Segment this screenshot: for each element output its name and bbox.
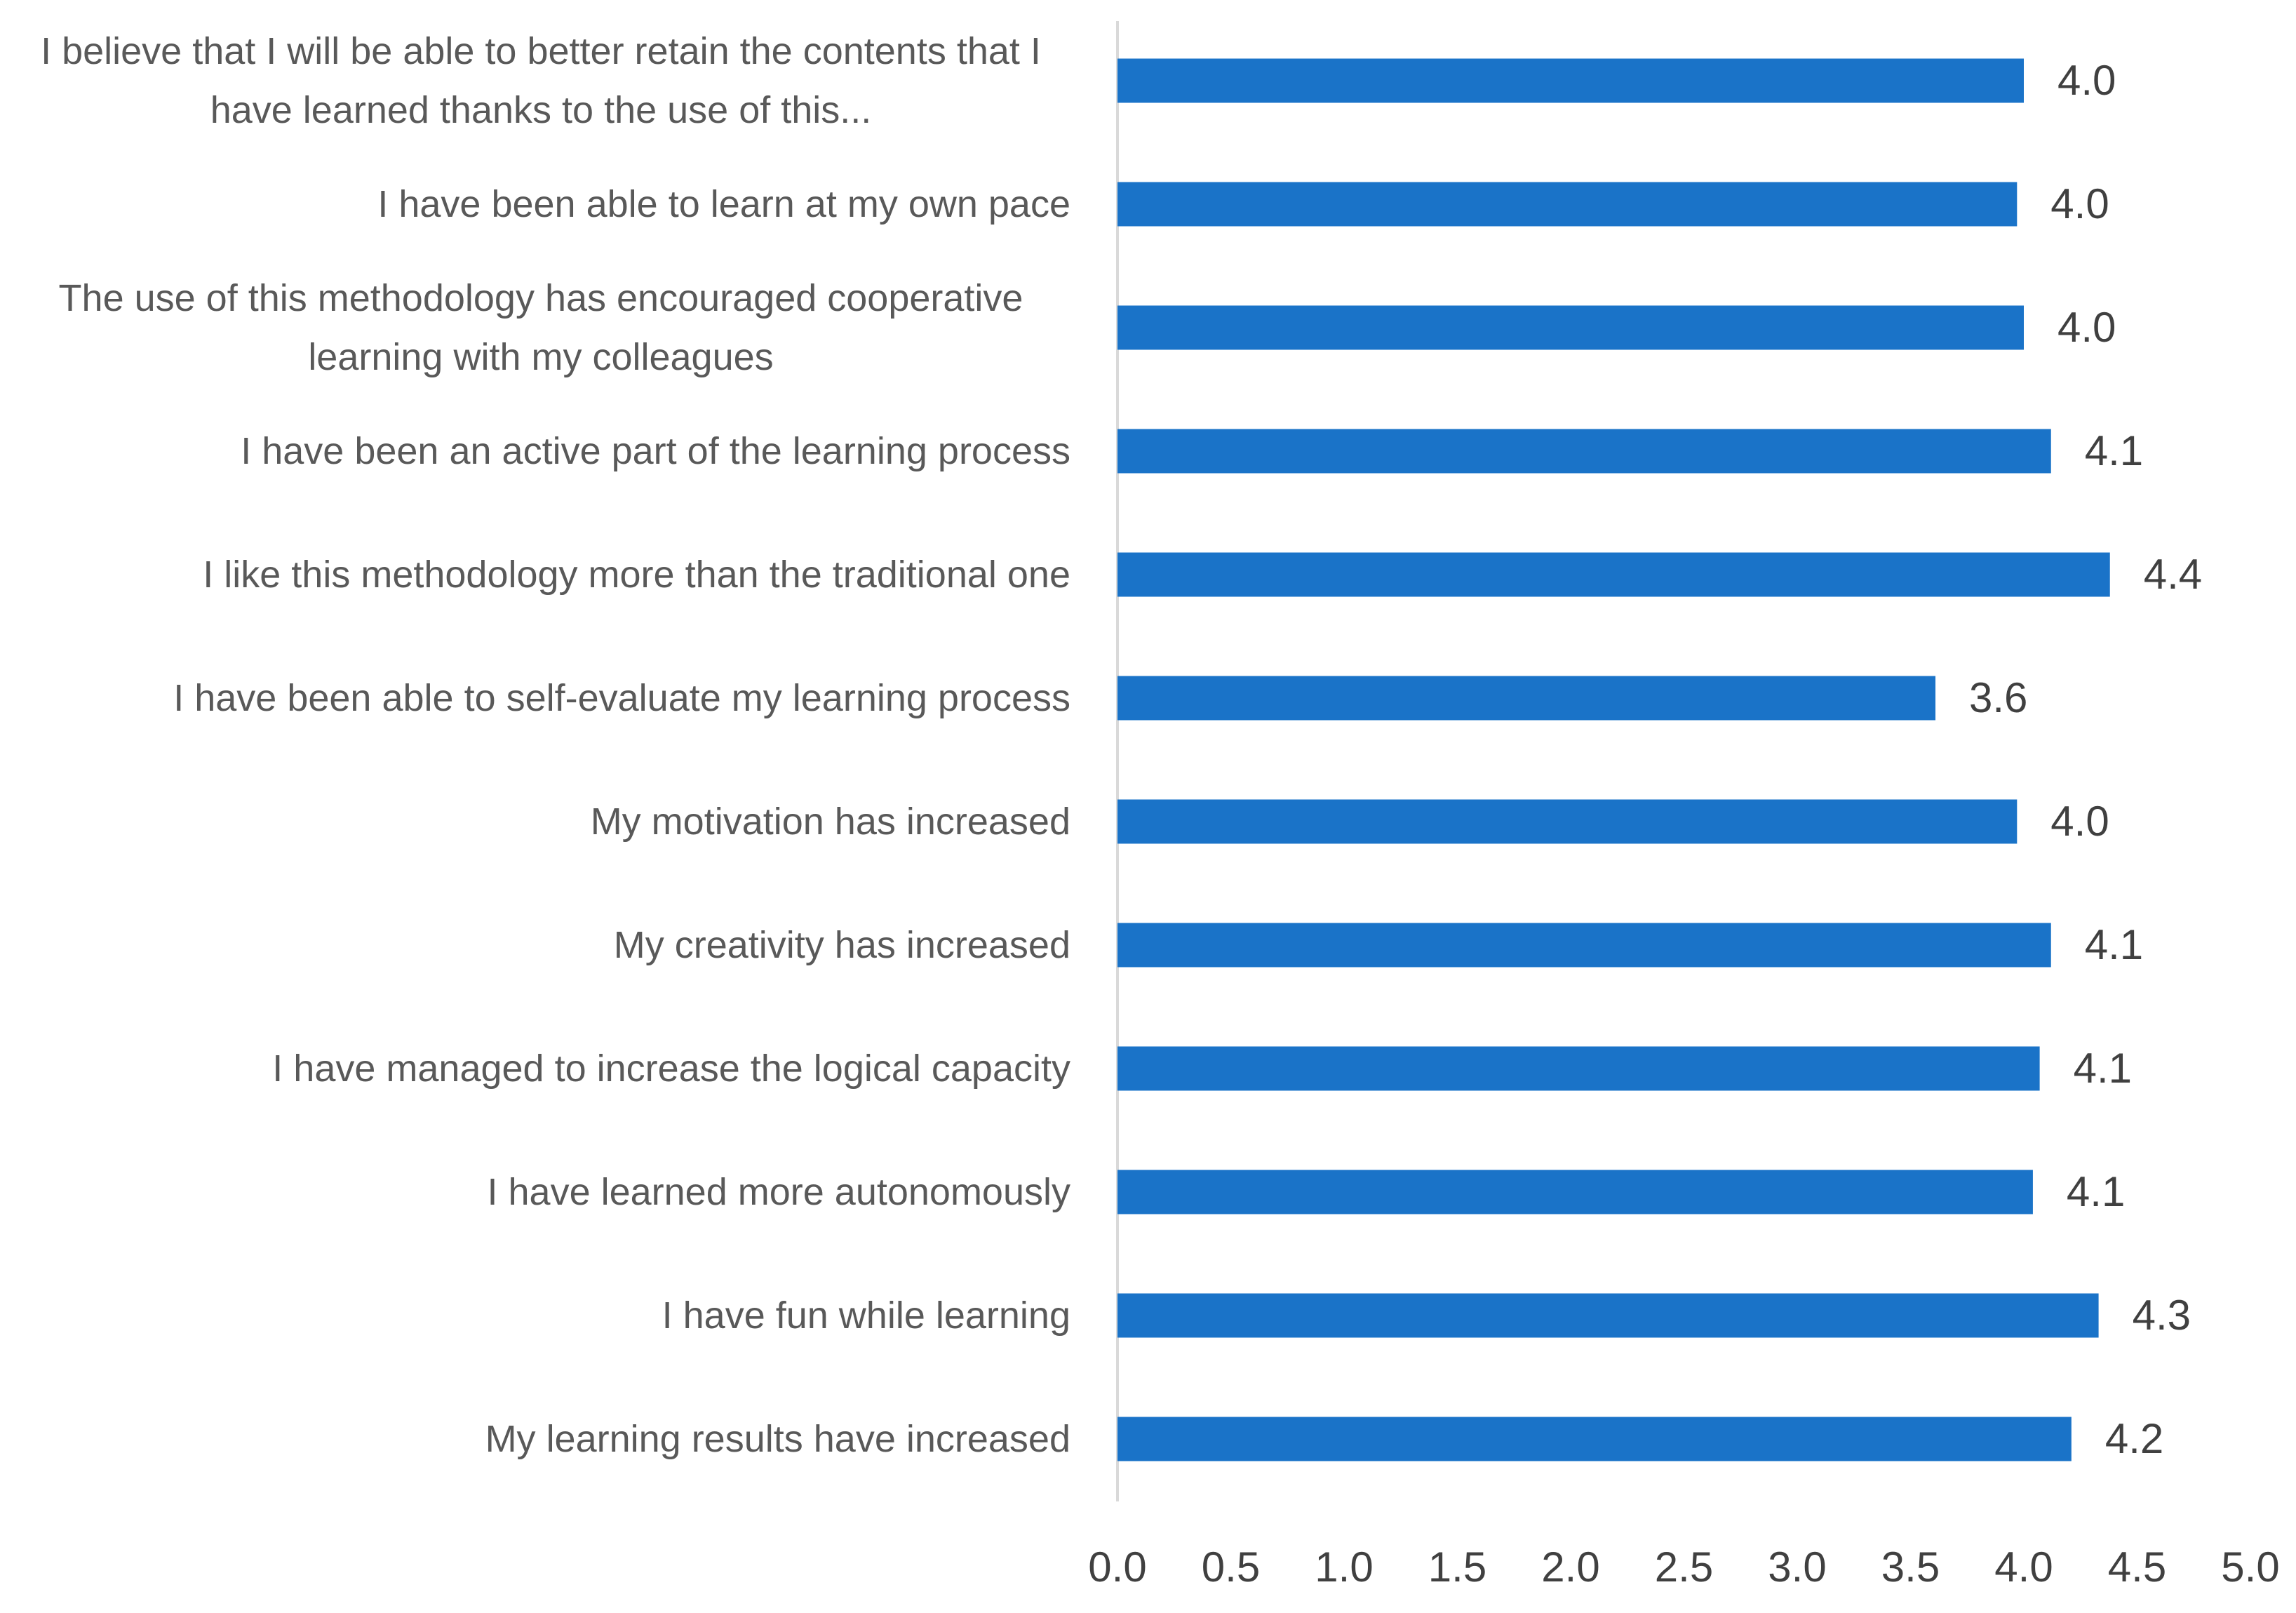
bar	[1117, 676, 1936, 721]
value-label: 4.3	[2133, 1292, 2191, 1339]
value-label: 4.0	[2050, 180, 2109, 227]
x-tick-label: 1.0	[1315, 1544, 1373, 1591]
value-label: 4.1	[2074, 1045, 2132, 1092]
value-label: 4.0	[2057, 57, 2116, 104]
value-label: 4.2	[2105, 1415, 2163, 1462]
y-tick-label: The use of this methodology has encourag…	[58, 277, 1023, 378]
bar	[1117, 58, 2024, 103]
y-tick-label: I have been an active part of the learni…	[241, 430, 1070, 472]
category-label-box: I believe that I will be able to better …	[4, 22, 1070, 140]
bar	[1117, 1293, 2099, 1338]
category-label-box: The use of this methodology has encourag…	[4, 269, 1070, 387]
x-tick-label: 2.0	[1541, 1544, 1599, 1591]
category-label-box: My creativity has increased	[4, 916, 1070, 975]
x-tick-label: 5.0	[2221, 1544, 2279, 1591]
bar	[1117, 1046, 2040, 1091]
x-tick-label: 4.5	[2108, 1544, 2166, 1591]
y-tick-label: My learning results have increased	[485, 1418, 1070, 1460]
bar	[1117, 305, 2024, 350]
category-label-box: I have been able to learn at my own pace	[4, 175, 1070, 234]
y-tick-label: I believe that I will be able to better …	[41, 30, 1041, 131]
bar	[1117, 923, 2051, 968]
category-label-box: I have managed to increase the logical c…	[4, 1039, 1070, 1098]
x-tick-label: 0.0	[1088, 1544, 1146, 1591]
value-label: 4.1	[2085, 427, 2143, 474]
bar	[1117, 552, 2110, 597]
x-tick-label: 3.0	[1768, 1544, 1826, 1591]
y-tick-label: I have been able to self-evaluate my lea…	[173, 677, 1070, 719]
category-label-box: I like this methodology more than the tr…	[4, 545, 1070, 604]
value-label: 3.6	[1969, 674, 2027, 721]
x-tick-label: 3.5	[1881, 1544, 1940, 1591]
x-tick-label: 2.5	[1655, 1544, 1713, 1591]
bar	[1117, 1417, 2072, 1461]
y-tick-label: I have learned more autonomously	[487, 1171, 1071, 1213]
category-label-box: I have fun while learning	[4, 1286, 1070, 1345]
value-label: 4.1	[2067, 1168, 2125, 1215]
y-tick-label: I have fun while learning	[662, 1294, 1070, 1337]
y-tick-label: I have been able to learn at my own pace	[377, 183, 1070, 225]
value-label: 4.1	[2085, 921, 2143, 968]
x-tick-label: 1.5	[1428, 1544, 1486, 1591]
value-label: 4.4	[2144, 551, 2202, 598]
y-tick-label: My creativity has increased	[613, 924, 1070, 966]
y-tick-label: I have managed to increase the logical c…	[272, 1048, 1070, 1090]
category-label-box: My learning results have increased	[4, 1410, 1070, 1468]
category-label-box: I have learned more autonomously	[4, 1163, 1071, 1222]
category-label-box: I have been an active part of the learni…	[4, 422, 1070, 481]
y-tick-label: I like this methodology more than the tr…	[203, 554, 1070, 596]
bar	[1117, 1170, 2033, 1214]
value-label: 4.0	[2057, 304, 2116, 351]
value-label: 4.0	[2050, 798, 2109, 845]
category-label-box: My motivation has increased	[4, 792, 1070, 851]
bar	[1117, 799, 2018, 844]
bar	[1117, 182, 2018, 227]
y-tick-label: My motivation has increased	[590, 801, 1070, 843]
x-tick-label: 4.0	[1994, 1544, 2053, 1591]
bar	[1117, 429, 2051, 474]
category-label-box: I have been able to self-evaluate my lea…	[4, 669, 1070, 728]
x-tick-label: 0.5	[1202, 1544, 1260, 1591]
